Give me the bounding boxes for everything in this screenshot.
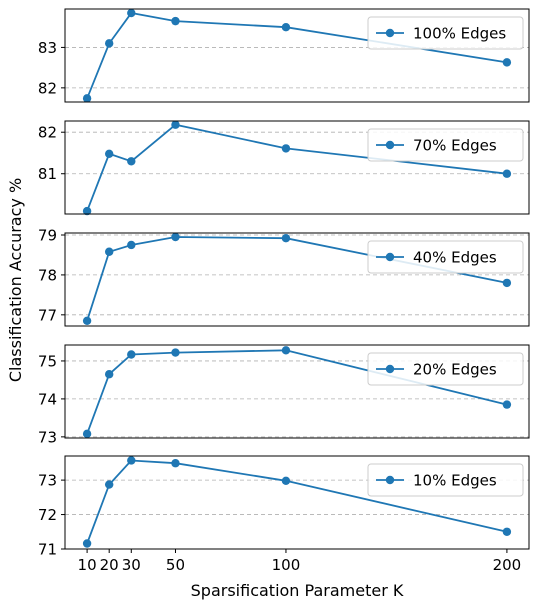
y-tick-label: 74: [38, 390, 57, 408]
subplot-5: 71 72 73 10% Edges: [38, 455, 530, 559]
y-tick-label: 73: [38, 472, 57, 490]
legend-label: 70% Edges: [413, 137, 497, 155]
y-tick-label: 83: [38, 39, 57, 57]
subplot-3: 77 78 79 40% Edges: [38, 226, 530, 327]
legend-box: [367, 352, 524, 386]
data-point: [127, 350, 136, 359]
subplot-2: 81 82 70% Edges: [38, 120, 530, 216]
legend: 70% Edges: [367, 128, 524, 162]
plot-frame: [64, 8, 530, 103]
y-tick-label: 75: [38, 352, 57, 370]
x-tick-label: 30: [122, 556, 141, 574]
plot-frame: [64, 232, 530, 327]
legend-label: 20% Edges: [413, 361, 497, 379]
data-point: [171, 120, 180, 129]
plot-frame: [64, 344, 530, 439]
data-point: [502, 400, 512, 409]
legend-label: 40% Edges: [413, 249, 497, 267]
data-point: [281, 233, 291, 243]
legend-box: [367, 463, 524, 497]
subplot-4: 73 74 75 20% Edges: [38, 344, 530, 446]
y-tick-label: 71: [38, 541, 57, 559]
y-tick-label: 82: [38, 79, 57, 97]
data-point: [171, 459, 180, 468]
data-point: [281, 144, 291, 153]
data-point: [82, 429, 92, 439]
legend-marker: [385, 475, 395, 485]
data-point: [281, 22, 291, 32]
legend-marker: [385, 28, 395, 38]
data-point: [104, 39, 114, 48]
legend: 10% Edges: [367, 463, 524, 497]
series-line: [86, 123, 508, 212]
data-point: [104, 480, 114, 489]
y-tick-label: 79: [38, 226, 57, 244]
data-point: [171, 348, 180, 357]
legend-label: 10% Edges: [413, 472, 497, 490]
data-point: [502, 169, 512, 178]
series-line: [86, 349, 508, 435]
y-tick-label: 82: [38, 124, 57, 142]
data-point: [104, 247, 114, 256]
legend-box: [367, 128, 524, 162]
legend-marker: [385, 252, 395, 262]
series-line: [86, 459, 508, 544]
data-point: [502, 278, 512, 288]
plot-frame: [64, 120, 530, 215]
data-point: [127, 8, 136, 18]
legend: 20% Edges: [367, 352, 524, 386]
data-point: [82, 94, 92, 103]
data-point: [502, 58, 512, 67]
x-tick-label: 10: [78, 556, 97, 574]
data-point: [171, 16, 180, 26]
legend-box: [367, 240, 524, 274]
legend: 40% Edges: [367, 240, 524, 274]
y-tick-label: 73: [38, 428, 57, 446]
data-point: [171, 232, 180, 242]
legend: 100% Edges: [367, 16, 524, 50]
series-line: [86, 236, 508, 322]
x-tick-label: 20: [100, 556, 119, 574]
data-point: [502, 527, 512, 536]
y-tick-label: 78: [38, 266, 57, 284]
data-point: [127, 456, 136, 465]
legend-marker: [385, 364, 395, 374]
y-tick-label: 72: [38, 506, 57, 524]
data-point: [281, 476, 291, 485]
plot-frame: [64, 455, 530, 550]
legend-label: 100% Edges: [413, 25, 506, 43]
data-point: [82, 539, 92, 548]
x-tick-label: 50: [166, 556, 185, 574]
data-point: [127, 240, 136, 250]
subplot-1: 82 83 100% Edges: [38, 8, 530, 103]
series-line: [86, 12, 508, 99]
x-axis-label: Sparsification Parameter K: [191, 581, 404, 600]
x-tick-label: 200: [493, 556, 522, 574]
data-point: [104, 370, 114, 379]
subplot-panels: 82 83 100% Edges 81 82 70% Edges 77 78 79 40% Edg…: [38, 8, 530, 559]
shared-x-axis: 10 20 30 50 100 200: [78, 549, 522, 574]
data-point: [127, 157, 136, 166]
data-point: [104, 149, 114, 158]
data-point: [281, 346, 291, 355]
legend-marker: [385, 140, 395, 150]
y-tick-label: 81: [38, 165, 57, 183]
y-tick-label: 77: [38, 306, 57, 324]
y-axis-label: Classification Accuracy %: [6, 178, 25, 382]
x-tick-label: 100: [272, 556, 301, 574]
legend-box: [367, 16, 524, 50]
data-point: [82, 316, 92, 326]
data-point: [82, 206, 92, 216]
